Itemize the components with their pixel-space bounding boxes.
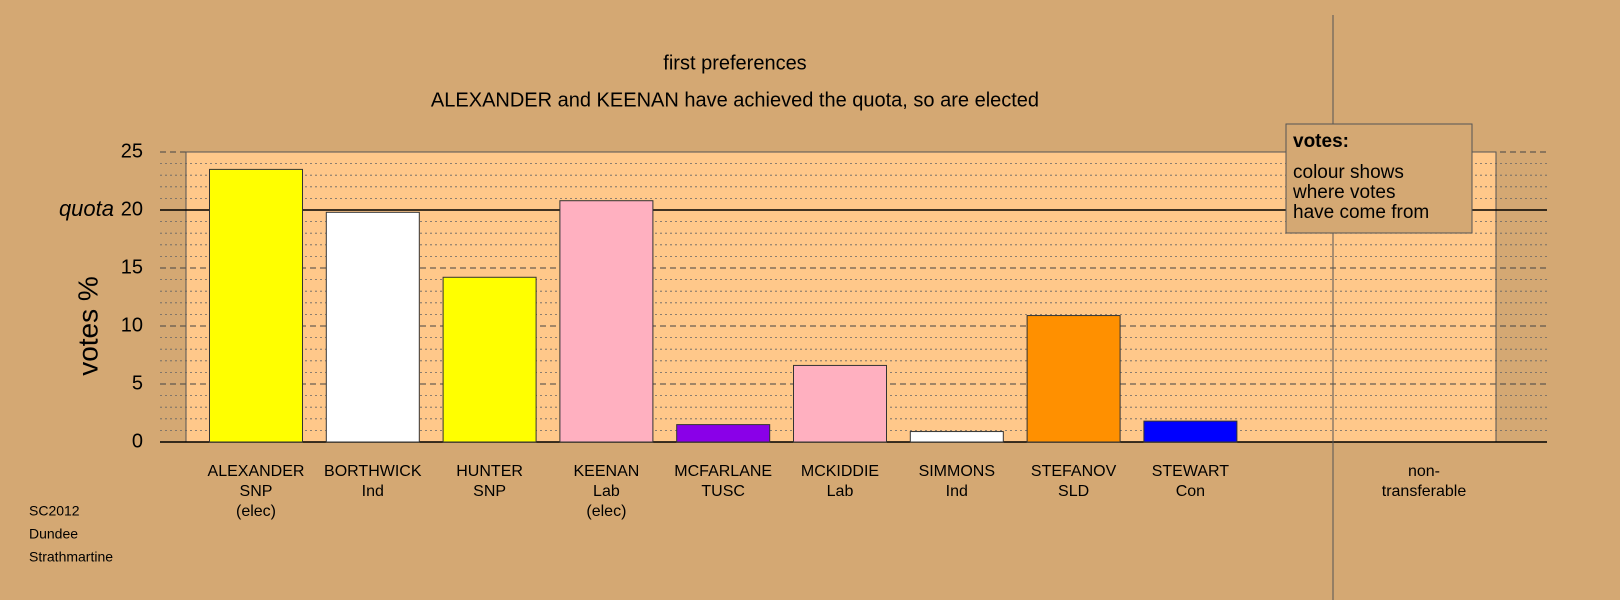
legend-text: where votes	[1292, 182, 1395, 203]
legend-title: votes:	[1293, 131, 1349, 152]
x-tick-label: SNP	[473, 483, 506, 500]
quota-label: quota	[59, 196, 114, 221]
bar	[1143, 420, 1238, 443]
bar	[325, 211, 420, 443]
x-tick-label: SNP	[240, 483, 273, 500]
legend-box	[1285, 123, 1473, 234]
x-tick-label: non-	[1408, 463, 1440, 480]
y-axis-label: votes %	[72, 276, 103, 376]
x-tick-label: HUNTER	[456, 463, 523, 480]
x-tick-label: Lab	[593, 483, 620, 500]
x-tick-label: Lab	[827, 483, 854, 500]
legend-text: colour shows	[1293, 162, 1404, 183]
footnote: Dundee	[29, 526, 78, 542]
x-tick-label: STEFANOV	[1031, 463, 1117, 480]
y-tick-label: 15	[121, 256, 143, 278]
bar	[442, 276, 537, 443]
bar	[909, 431, 1004, 443]
bar	[1026, 315, 1121, 443]
x-tick-label: BORTHWICK	[324, 463, 422, 480]
x-tick-label: SLD	[1058, 483, 1089, 500]
x-tick-label: SIMMONS	[919, 463, 995, 480]
legend-text: have come from	[1293, 202, 1429, 223]
footnote: Strathmartine	[29, 549, 113, 565]
x-tick-label: Con	[1176, 483, 1205, 500]
y-tick-label: 0	[132, 430, 143, 452]
x-tick-label: (elec)	[586, 503, 626, 520]
x-tick-label: Ind	[362, 483, 384, 500]
y-tick-label: 25	[121, 140, 143, 162]
x-tick-label: STEWART	[1152, 463, 1230, 480]
x-tick-label: MCFARLANE	[674, 463, 772, 480]
x-tick-label: KEENAN	[574, 463, 640, 480]
y-tick-label: 10	[121, 314, 143, 336]
chart-title: first preferences	[663, 52, 806, 74]
y-tick-label: 5	[132, 372, 143, 394]
x-tick-label: transferable	[1382, 483, 1467, 500]
x-tick-label: TUSC	[701, 483, 745, 500]
x-tick-label: MCKIDDIE	[801, 463, 879, 480]
x-tick-label: ALEXANDER	[208, 463, 305, 480]
y-tick-label: 20	[121, 198, 143, 220]
bar	[676, 424, 771, 443]
bar	[209, 168, 303, 443]
footnote: SC2012	[29, 503, 80, 519]
bar	[793, 364, 887, 443]
chart-subtitle: ALEXANDER and KEENAN have achieved the q…	[431, 89, 1039, 111]
bar	[559, 200, 654, 443]
x-tick-label: Ind	[946, 483, 968, 500]
x-tick-label: (elec)	[236, 503, 276, 520]
